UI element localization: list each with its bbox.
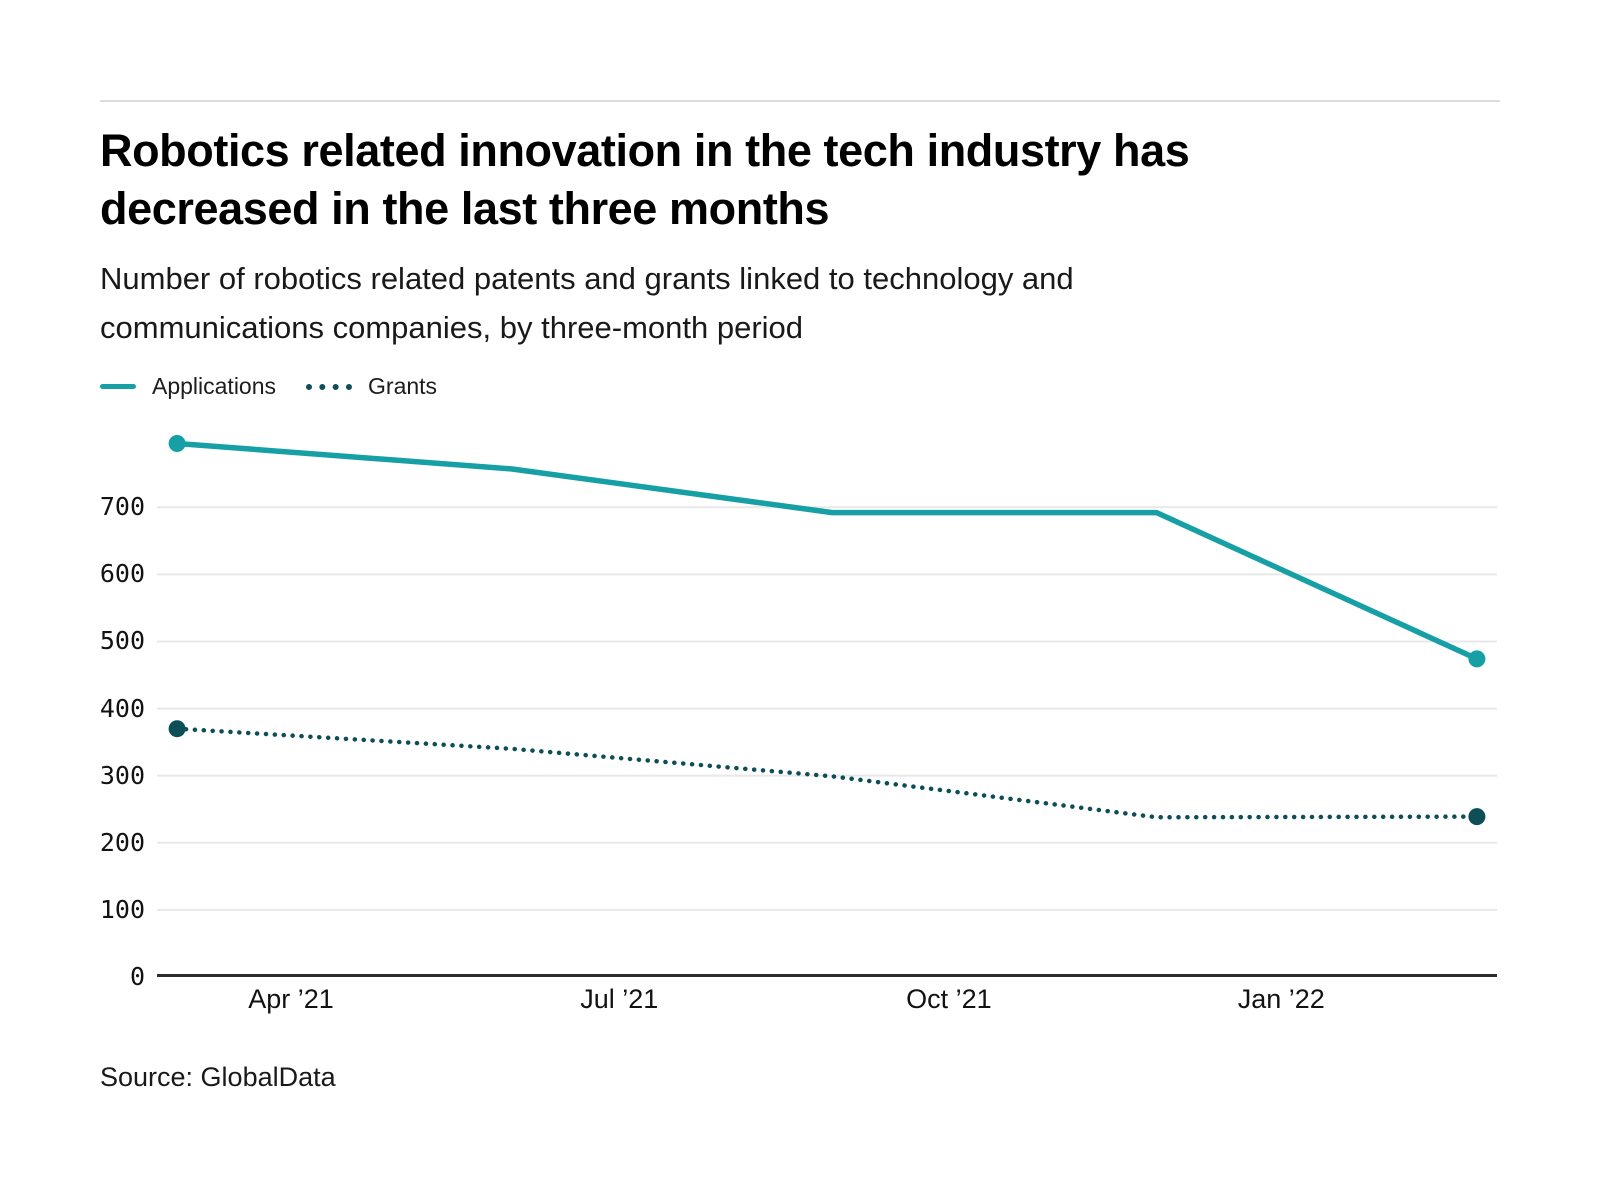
page-subtitle: Number of robotics related patents and g…	[100, 254, 1074, 352]
plot-area	[157, 434, 1497, 977]
page-title: Robotics related innovation in the tech …	[100, 122, 1190, 238]
top-divider	[100, 100, 1500, 102]
applications-endpoint-marker	[1468, 650, 1486, 668]
page-title-line1: Robotics related innovation in the tech …	[100, 125, 1190, 176]
applications-line	[174, 440, 1480, 662]
x-axis-tick-label: Apr ’21	[248, 984, 334, 1014]
page-title-line2: decreased in the last three months	[100, 183, 830, 234]
applications-endpoint-marker	[168, 434, 186, 452]
legend-item-applications: Applications	[100, 373, 276, 400]
x-axis-tick-label: Oct ’21	[906, 984, 992, 1014]
grants-line	[174, 726, 1480, 820]
legend-item-grants: Grants	[306, 373, 437, 400]
grants-endpoint-marker	[1468, 808, 1486, 826]
line-chart: 0 100 200 300 400 500 600 700 Apr ’21 Jul ’21 Oct …	[99, 434, 1497, 1014]
legend-label-applications: Applications	[152, 373, 277, 399]
y-axis-tick-label: 100	[99, 894, 145, 924]
x-axis-tick-label: Jul ’21	[580, 984, 659, 1014]
chart-legend: Applications Grants	[100, 373, 437, 400]
grants-dotted-swatch-icon	[306, 383, 353, 390]
applications-line-swatch-icon	[100, 384, 136, 389]
y-axis-tick-label: 600	[99, 559, 145, 589]
source-note: Source: GlobalData	[100, 1062, 336, 1092]
y-axis-tick-label: 400	[99, 693, 145, 723]
y-axis-tick-label: 0	[129, 962, 145, 991]
y-axis-tick-label: 200	[99, 827, 145, 857]
page-subtitle-line1: Number of robotics related patents and g…	[100, 261, 1074, 296]
y-axis-tick-label: 700	[99, 492, 145, 522]
y-axis-tick-label: 500	[99, 626, 145, 656]
grants-endpoint-marker	[168, 720, 186, 738]
page-subtitle-line2: communications companies, by three-month…	[100, 310, 804, 345]
x-axis-tick-label: Jan ’22	[1237, 984, 1325, 1014]
legend-label-grants: Grants	[368, 373, 438, 399]
y-axis-tick-label: 300	[99, 760, 145, 790]
